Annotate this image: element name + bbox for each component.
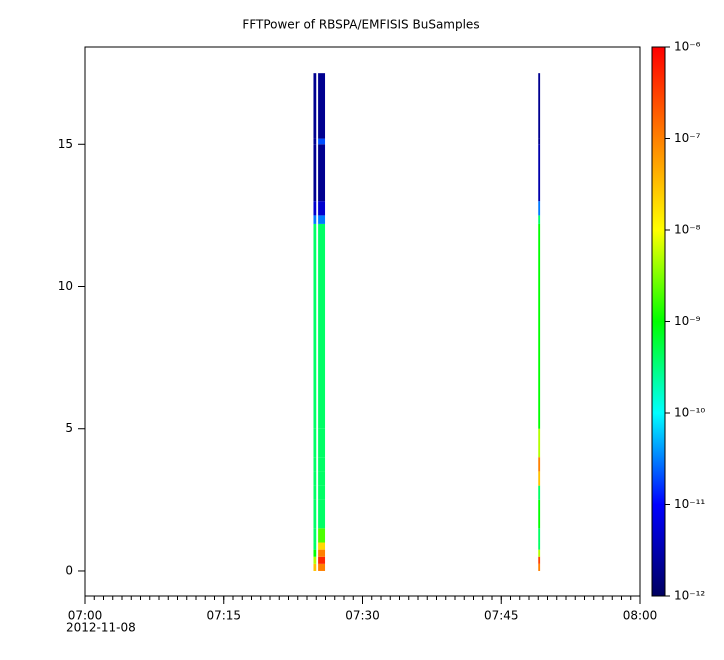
- spectrogram-cell: [313, 556, 317, 564]
- spectrogram-cell: [313, 144, 317, 202]
- spectrogram-cell: [538, 457, 541, 472]
- plot-frame: [84, 46, 641, 597]
- spectrogram-cell: [538, 73, 541, 139]
- spectrogram-cell: [538, 556, 541, 564]
- spectrogram-cell: [313, 542, 317, 550]
- spectrogram-cell: [313, 73, 317, 139]
- spectrogram-cell: [318, 428, 326, 458]
- x-tick-label: 08:00: [623, 609, 658, 623]
- spectrogram-cell: [318, 457, 326, 472]
- spectrogram-cell: [313, 223, 317, 429]
- spectrogram-cell: [313, 485, 317, 500]
- spectrogram-cell: [318, 499, 326, 529]
- spectrogram-cell: [313, 138, 317, 145]
- spectrogram-cell: [313, 471, 317, 486]
- spectrogram-cell: [313, 549, 317, 557]
- spectrogram-cell: [318, 471, 326, 486]
- colorbar-tick-label: 10⁻⁶: [674, 40, 701, 54]
- spectrogram-cell: [318, 549, 326, 557]
- colorbar-tick-label: 10⁻⁷: [674, 131, 701, 145]
- colorbar-tick-label: 10⁻¹¹: [674, 497, 705, 511]
- spectrogram-cell: [538, 428, 541, 458]
- chart-title: FFTPower of RBSPA/EMFISIS BuSamples: [242, 18, 479, 32]
- x-date-label: 2012-11-08: [66, 621, 136, 635]
- spectrogram-cell: [318, 73, 326, 139]
- y-tick-label: 0: [65, 563, 73, 577]
- spectrogram-cell: [538, 223, 541, 429]
- colorbar-tick-label: 10⁻⁹: [674, 314, 701, 328]
- spectrogram-cell: [318, 138, 326, 145]
- colorbar-tick-label: 10⁻¹²: [674, 589, 705, 603]
- y-tick-label: 10: [58, 279, 73, 293]
- spectrogram-cell: [313, 563, 317, 571]
- x-tick-label: 07:00: [68, 609, 103, 623]
- spectrogram-cell: [313, 428, 317, 458]
- spectrogram-cell: [538, 485, 541, 500]
- spectrogram-cell: [313, 215, 317, 224]
- colorbar-tick-label: 10⁻⁸: [674, 223, 701, 237]
- colorbar: [651, 46, 666, 597]
- spectrogram-cell: [538, 563, 541, 571]
- spectrogram-cell: [313, 528, 317, 543]
- spectrogram-cell: [538, 549, 541, 557]
- x-tick-label: 07:30: [345, 609, 380, 623]
- x-tick-label: 07:45: [484, 609, 519, 623]
- spectrogram-cell: [538, 471, 541, 486]
- spectrogram-cell: [318, 201, 326, 216]
- colorbar-tick-label: 10⁻¹⁰: [674, 406, 705, 420]
- spectrogram-cell: [538, 201, 541, 216]
- spectrogram-cell: [538, 499, 541, 529]
- spectrogram-cell: [318, 563, 326, 571]
- spectrogram-cell: [538, 528, 541, 543]
- spectrogram-cell: [313, 457, 317, 472]
- spectrogram-cell: [318, 215, 326, 224]
- spectrogram-cell: [538, 144, 541, 202]
- spectrogram-cell: [318, 528, 326, 543]
- spectrogram-cell: [538, 542, 541, 550]
- spectrogram-cell: [313, 201, 317, 216]
- x-tick-label: 07:15: [206, 609, 241, 623]
- spectrogram-cell: [318, 542, 326, 550]
- spectrogram-cell: [318, 144, 326, 202]
- y-tick-label: 5: [65, 421, 73, 435]
- spectrogram-cell: [318, 223, 326, 429]
- spectrogram-cell: [318, 556, 326, 564]
- spectrogram-cell: [318, 485, 326, 500]
- y-tick-label: 15: [58, 137, 73, 151]
- spectrogram-cell: [538, 138, 541, 145]
- spectrogram-cell: [538, 215, 541, 224]
- spectrogram-cell: [313, 499, 317, 529]
